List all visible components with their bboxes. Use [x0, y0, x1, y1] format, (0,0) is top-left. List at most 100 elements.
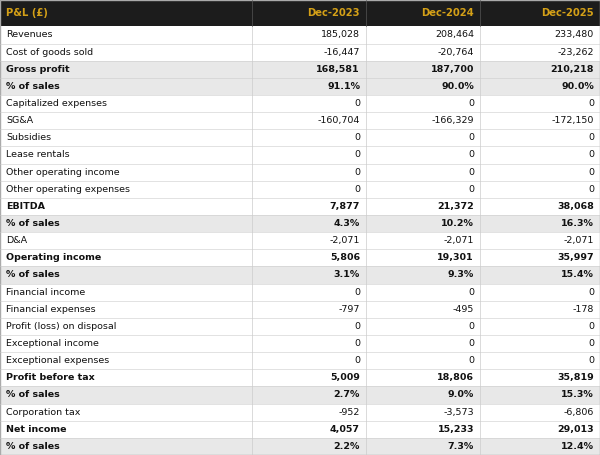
Text: 0: 0	[588, 356, 594, 365]
Text: 35,819: 35,819	[557, 374, 594, 382]
Text: Capitalized expenses: Capitalized expenses	[6, 99, 107, 108]
Text: 0: 0	[354, 322, 360, 331]
Text: Corporation tax: Corporation tax	[6, 408, 80, 417]
Text: EBITDA: EBITDA	[6, 202, 45, 211]
Text: Gross profit: Gross profit	[6, 65, 70, 74]
Text: 0: 0	[588, 167, 594, 177]
Text: 18,806: 18,806	[437, 374, 474, 382]
Text: 187,700: 187,700	[431, 65, 474, 74]
Text: Lease rentals: Lease rentals	[6, 151, 70, 159]
Text: -3,573: -3,573	[443, 408, 474, 417]
Text: Dec-2023: Dec-2023	[308, 8, 360, 18]
Text: 5,806: 5,806	[330, 253, 360, 263]
Text: 185,028: 185,028	[321, 30, 360, 40]
Text: 7,877: 7,877	[329, 202, 360, 211]
Text: Revenues: Revenues	[6, 30, 53, 40]
Text: Net income: Net income	[6, 425, 67, 434]
Bar	[0, 147, 600, 163]
Text: 0: 0	[354, 288, 360, 297]
Text: 0: 0	[354, 356, 360, 365]
Text: 0: 0	[588, 288, 594, 297]
Text: 2.2%: 2.2%	[334, 442, 360, 451]
Text: 29,013: 29,013	[557, 425, 594, 434]
Text: 0: 0	[588, 339, 594, 348]
Text: Dec-2025: Dec-2025	[541, 8, 594, 18]
Text: -172,150: -172,150	[551, 116, 594, 125]
Bar	[0, 438, 600, 455]
Text: 0: 0	[468, 322, 474, 331]
Text: Exceptional expenses: Exceptional expenses	[6, 356, 109, 365]
Text: % of sales: % of sales	[6, 270, 60, 279]
Text: -495: -495	[452, 305, 474, 314]
Text: 0: 0	[588, 322, 594, 331]
Bar	[0, 267, 600, 283]
Text: 0: 0	[468, 167, 474, 177]
Text: Other operating income: Other operating income	[6, 167, 119, 177]
Text: 0: 0	[468, 151, 474, 159]
Text: Dec-2024: Dec-2024	[421, 8, 474, 18]
Text: 2.7%: 2.7%	[334, 390, 360, 399]
Bar	[0, 78, 600, 95]
Text: 208,464: 208,464	[435, 30, 474, 40]
Text: 5,009: 5,009	[330, 374, 360, 382]
Bar	[0, 163, 600, 181]
Text: P&L (£): P&L (£)	[6, 8, 48, 18]
Text: 38,068: 38,068	[557, 202, 594, 211]
Text: -16,447: -16,447	[323, 48, 360, 56]
Text: % of sales: % of sales	[6, 390, 60, 399]
Bar	[0, 301, 600, 318]
Text: 90.0%: 90.0%	[561, 82, 594, 91]
Text: 210,218: 210,218	[551, 65, 594, 74]
Text: % of sales: % of sales	[6, 442, 60, 451]
Text: -23,262: -23,262	[557, 48, 594, 56]
Text: Other operating expenses: Other operating expenses	[6, 185, 130, 194]
Bar	[0, 421, 600, 438]
Text: 0: 0	[588, 185, 594, 194]
Text: Exceptional income: Exceptional income	[6, 339, 99, 348]
Text: 15,233: 15,233	[437, 425, 474, 434]
Bar	[0, 335, 600, 352]
Bar	[0, 61, 600, 78]
Text: 9.3%: 9.3%	[448, 270, 474, 279]
Bar	[0, 232, 600, 249]
Text: 0: 0	[354, 151, 360, 159]
Bar	[0, 369, 600, 386]
Text: 9.0%: 9.0%	[448, 390, 474, 399]
Text: 233,480: 233,480	[555, 30, 594, 40]
Text: 16.3%: 16.3%	[561, 219, 594, 228]
Text: 0: 0	[588, 133, 594, 142]
Text: D&A: D&A	[6, 236, 27, 245]
Bar	[0, 386, 600, 404]
Text: 0: 0	[354, 167, 360, 177]
Text: Subsidies: Subsidies	[6, 133, 51, 142]
Text: 0: 0	[468, 99, 474, 108]
Bar	[0, 181, 600, 198]
Text: 0: 0	[588, 151, 594, 159]
Text: -160,704: -160,704	[317, 116, 360, 125]
Text: -2,071: -2,071	[329, 236, 360, 245]
Bar	[0, 129, 600, 147]
Text: 10.2%: 10.2%	[441, 219, 474, 228]
Bar	[0, 404, 600, 421]
Bar	[0, 44, 600, 61]
Text: 7.3%: 7.3%	[448, 442, 474, 451]
Bar	[0, 26, 600, 44]
Text: Operating income: Operating income	[6, 253, 101, 263]
Text: 4,057: 4,057	[330, 425, 360, 434]
Text: 0: 0	[354, 99, 360, 108]
Bar	[0, 352, 600, 369]
Text: 15.3%: 15.3%	[561, 390, 594, 399]
Bar	[0, 249, 600, 267]
Text: Profit before tax: Profit before tax	[6, 374, 95, 382]
Text: 0: 0	[354, 339, 360, 348]
Text: -952: -952	[338, 408, 360, 417]
Bar	[0, 95, 600, 112]
Text: 0: 0	[588, 99, 594, 108]
Bar	[0, 318, 600, 335]
Text: -2,071: -2,071	[443, 236, 474, 245]
Text: -2,071: -2,071	[563, 236, 594, 245]
Text: -166,329: -166,329	[431, 116, 474, 125]
Text: 15.4%: 15.4%	[561, 270, 594, 279]
Text: % of sales: % of sales	[6, 219, 60, 228]
Text: SG&A: SG&A	[6, 116, 33, 125]
